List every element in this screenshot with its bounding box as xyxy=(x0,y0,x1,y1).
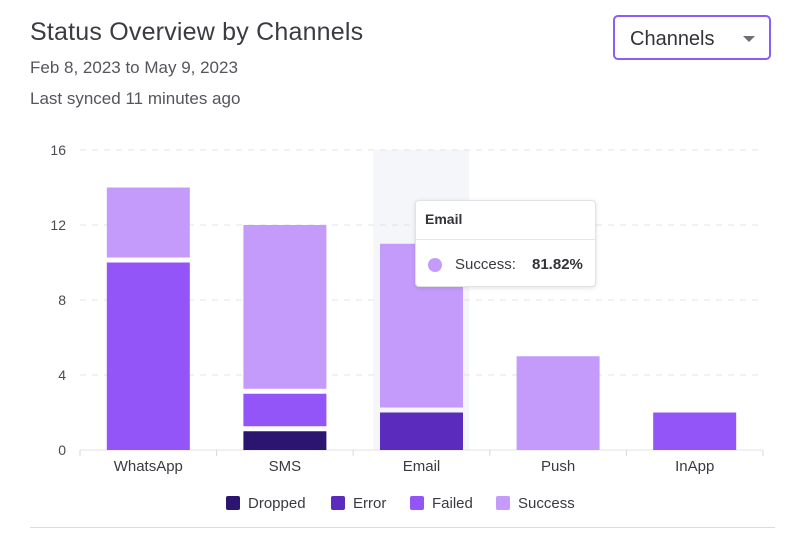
bar-whatsapp-failed xyxy=(106,262,190,450)
legend-swatch-error xyxy=(331,496,345,510)
x-tick-label: WhatsApp xyxy=(114,458,183,475)
bottom-divider xyxy=(30,527,775,528)
y-tick-label: 0 xyxy=(58,442,66,458)
tooltip-series-label: Success: xyxy=(455,256,516,273)
x-tick-label: Push xyxy=(541,458,575,475)
x-tick-label: Email xyxy=(403,458,441,475)
x-tick-label: SMS xyxy=(269,458,302,475)
bar-sms-dropped xyxy=(243,431,327,450)
sync-status: Last synced 11 minutes ago xyxy=(30,89,241,108)
bar-inapp-failed xyxy=(653,412,737,450)
tooltip-series-value: 81.82% xyxy=(532,256,583,273)
legend-item-failed[interactable]: Failed xyxy=(410,493,473,513)
chevron-down-icon xyxy=(743,36,755,42)
chart-legend: Dropped Error Failed Success xyxy=(0,493,800,513)
bar-whatsapp-success xyxy=(106,187,190,258)
legend-item-success[interactable]: Success xyxy=(496,493,575,513)
chart-tooltip: Email Success: 81.82% xyxy=(415,200,596,287)
bar-sms-success xyxy=(243,225,327,389)
y-tick-label: 16 xyxy=(50,142,66,158)
tooltip-title: Email xyxy=(425,211,463,227)
y-tick-label: 12 xyxy=(50,217,66,233)
legend-label-success: Success xyxy=(518,494,575,512)
legend-swatch-failed xyxy=(410,496,424,510)
channels-dropdown[interactable]: Channels xyxy=(613,15,771,60)
y-tick-label: 8 xyxy=(58,292,66,308)
legend-label-dropped: Dropped xyxy=(248,494,306,512)
bar-sms-failed xyxy=(243,393,327,427)
y-tick-label: 4 xyxy=(58,367,66,383)
bar-email-error xyxy=(380,412,463,450)
legend-label-failed: Failed xyxy=(432,494,473,512)
legend-label-error: Error xyxy=(353,494,387,512)
date-range: Feb 8, 2023 to May 9, 2023 xyxy=(30,58,238,77)
channels-dropdown-label: Channels xyxy=(630,28,715,50)
chart-title: Status Overview by Channels xyxy=(30,18,364,46)
x-tick-label: InApp xyxy=(675,458,714,475)
legend-item-dropped[interactable]: Dropped xyxy=(226,493,306,513)
tooltip-divider xyxy=(416,239,595,240)
tooltip-series-dot xyxy=(428,258,442,272)
bar-push-success xyxy=(516,356,600,450)
legend-swatch-success xyxy=(496,496,510,510)
legend-item-error[interactable]: Error xyxy=(331,493,386,513)
legend-swatch-dropped xyxy=(226,496,240,510)
